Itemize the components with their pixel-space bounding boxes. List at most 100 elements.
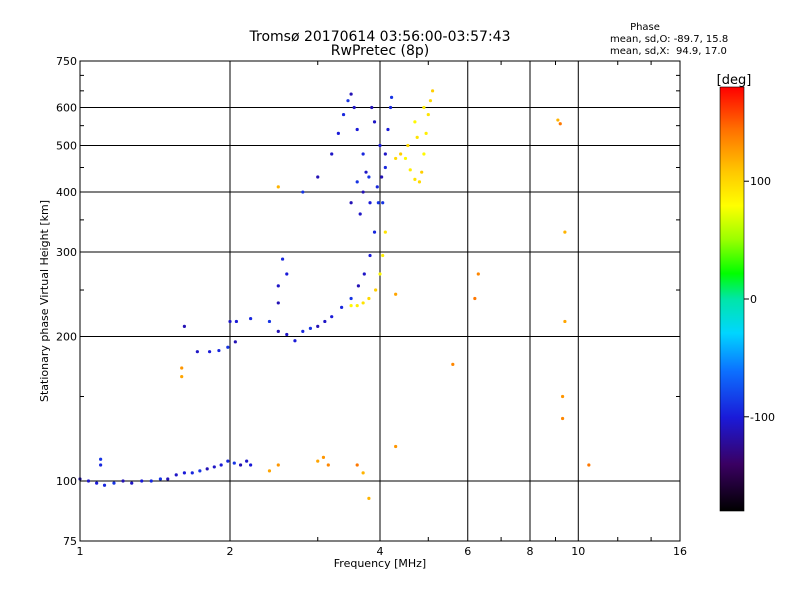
echo-point (121, 479, 125, 483)
echo-point (226, 459, 230, 463)
echo-point (367, 175, 371, 179)
echo-points (78, 89, 591, 501)
echo-point (301, 329, 305, 333)
echo-point (336, 131, 340, 135)
echo-point (383, 152, 387, 156)
x-axis-label: Frequency [MHz] (334, 557, 426, 570)
echo-point (413, 177, 417, 182)
echo-point (473, 296, 477, 301)
colorbar (719, 86, 745, 512)
echo-point (276, 284, 280, 288)
echo-point (361, 190, 365, 194)
y-tick-label: 500 (56, 140, 77, 153)
echo-point (158, 477, 163, 481)
y-tick-label: 100 (56, 475, 77, 488)
echo-point (341, 112, 346, 117)
echo-point (356, 284, 360, 288)
chart-subtitle: RwPretec (8p) (331, 43, 429, 59)
echo-point (399, 152, 403, 156)
echo-point (321, 455, 326, 460)
echo-point (95, 481, 99, 485)
echo-point (374, 288, 378, 292)
echo-point (560, 416, 565, 421)
echo-point (301, 190, 305, 194)
plot-area-frame (79, 60, 681, 542)
y-tick-label: 200 (56, 331, 77, 344)
echo-point (415, 135, 419, 139)
echo-point (249, 463, 253, 467)
echo-point (276, 301, 280, 305)
y-tick-label: 600 (56, 102, 77, 115)
echo-point (364, 170, 368, 174)
echo-point (180, 375, 184, 379)
echo-point (182, 471, 186, 475)
x-tick-label: 10 (571, 545, 585, 558)
echo-point (476, 272, 480, 276)
phase-stats-heading: Phase (630, 22, 660, 33)
echo-point (563, 319, 567, 324)
echo-point (198, 469, 202, 473)
echo-point (380, 175, 384, 179)
echo-point (180, 366, 184, 370)
echo-point (174, 473, 178, 477)
x-axis-ticks: 1 2 4 6 8 10 16 (77, 61, 687, 558)
echo-point (276, 329, 280, 333)
echo-point (370, 105, 374, 110)
y-tick-label: 75 (63, 535, 77, 548)
x-tick-label: 6 (464, 545, 471, 558)
echo-point (280, 257, 285, 261)
echo-point (417, 180, 422, 184)
x-tick-label: 8 (527, 545, 534, 558)
x-tick-label: 2 (227, 545, 234, 558)
echo-point (245, 459, 249, 463)
echo-point (361, 301, 365, 305)
x-tick-label: 4 (377, 545, 384, 558)
echo-point (406, 143, 410, 148)
echo-point (355, 303, 359, 308)
echo-point (372, 120, 377, 124)
echo-point (267, 319, 272, 324)
phase-stats-x-mode: mean, sd,X: 94.9, 17.0 (610, 46, 727, 57)
phase-stats-o-mode: mean, sd,O: -89.7, 15.8 (610, 34, 728, 45)
echo-point (362, 272, 366, 276)
echo-point (451, 362, 455, 366)
echo-point (276, 463, 280, 467)
echo-point (428, 99, 433, 103)
echo-point (394, 444, 398, 449)
echo-point (388, 105, 393, 110)
echo-point (99, 457, 103, 461)
echo-point (367, 296, 371, 301)
echo-point (232, 461, 236, 465)
echo-point (195, 350, 199, 354)
echo-point (394, 156, 398, 161)
echo-point (182, 324, 186, 328)
echo-point (308, 326, 313, 330)
y-tick-label: 300 (56, 246, 77, 259)
echo-point (346, 99, 350, 103)
echo-point (276, 185, 280, 189)
echo-point (381, 201, 385, 205)
echo-point (330, 315, 334, 319)
echo-point (323, 319, 327, 324)
echo-point (355, 463, 359, 467)
echo-point (383, 230, 387, 234)
echo-point (422, 152, 426, 156)
echo-point (361, 471, 365, 475)
echo-point (102, 483, 107, 487)
echo-point (383, 165, 387, 170)
y-axis-ticks: 75 100 200 300 400 500 600 750 (56, 55, 680, 548)
echo-point (233, 340, 237, 344)
echo-point (355, 127, 359, 132)
echo-point (420, 170, 424, 174)
echo-point (285, 272, 289, 276)
echo-point (378, 272, 382, 276)
echo-point (330, 152, 334, 156)
echo-point (403, 156, 408, 161)
echo-point (430, 89, 435, 93)
echo-point (326, 463, 330, 467)
echo-point (375, 185, 379, 189)
echo-point (372, 230, 377, 234)
echo-point (368, 201, 372, 205)
echo-point (293, 339, 297, 343)
